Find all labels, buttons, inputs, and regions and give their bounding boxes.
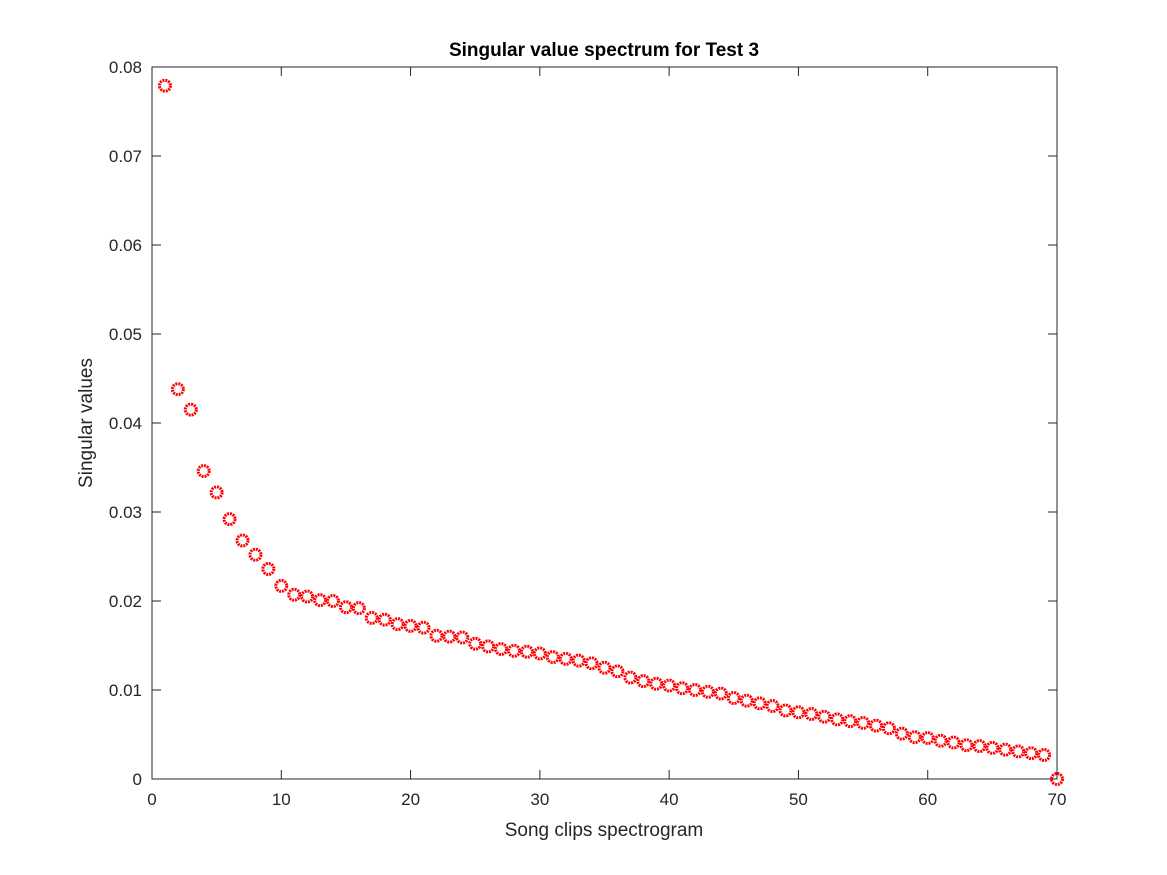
data-point: [713, 686, 728, 701]
data-point: [817, 709, 832, 724]
data-point: [442, 629, 457, 644]
data-point: [907, 730, 922, 745]
data-point: [843, 714, 858, 729]
data-point: [429, 628, 444, 643]
data-point: [351, 601, 366, 616]
data-point: [1037, 747, 1052, 762]
data-point: [170, 382, 185, 397]
data-point: [287, 587, 302, 602]
x-tick-label: 60: [918, 790, 937, 809]
data-point: [675, 681, 690, 696]
x-tick-label: 30: [530, 790, 549, 809]
data-point: [455, 630, 470, 645]
data-point: [739, 693, 754, 708]
data-point: [881, 721, 896, 736]
y-axis-label: Singular values: [76, 358, 97, 488]
data-point: [571, 653, 586, 668]
x-tick-label: 50: [789, 790, 808, 809]
data-point: [688, 683, 702, 697]
chart-title: Singular value spectrum for Test 3: [449, 40, 759, 61]
data-point: [869, 718, 883, 733]
data-point: [791, 705, 806, 720]
data-point: [584, 656, 599, 671]
y-tick-label: 0.08: [109, 58, 142, 77]
data-point: [416, 620, 431, 635]
data-point: [920, 731, 935, 746]
data-point: [998, 742, 1013, 757]
data-point: [248, 547, 263, 562]
data-point: [597, 660, 612, 675]
data-point: [933, 733, 948, 748]
x-tick-label: 70: [1048, 790, 1067, 809]
data-point: [196, 464, 211, 479]
data-point: [157, 78, 172, 93]
data-point: [364, 610, 379, 625]
data-point: [468, 636, 483, 651]
data-point: [209, 485, 224, 500]
y-tick-label: 0: [133, 770, 142, 789]
data-point: [649, 676, 664, 691]
data-point: [985, 740, 1000, 755]
data-point: [972, 739, 987, 754]
data-point: [662, 678, 677, 693]
data-point: [494, 642, 509, 657]
y-tick-label: 0.06: [109, 236, 142, 255]
y-tick-label: 0.01: [109, 681, 142, 700]
data-point: [804, 707, 819, 722]
data-points: [157, 78, 1064, 786]
data-point: [300, 589, 315, 604]
data-point: [610, 664, 625, 679]
data-point: [636, 674, 651, 689]
data-point: [1024, 746, 1039, 761]
data-point: [778, 703, 793, 718]
data-point: [959, 738, 974, 753]
data-point: [338, 600, 353, 615]
tick-marks: [151, 66, 1058, 780]
data-point: [222, 512, 237, 527]
data-point: [1011, 744, 1026, 759]
data-point: [326, 594, 340, 608]
data-point: [946, 735, 961, 750]
data-point: [830, 712, 845, 727]
data-point: [1050, 772, 1064, 786]
data-point: [765, 699, 780, 714]
x-tick-label: 10: [272, 790, 291, 809]
y-tick-label: 0.07: [109, 147, 142, 166]
tick-labels: 0 10 20 30 40 50 60 70 0 0.01 0.02 0.03 0.04 0.05 0.06…: [109, 58, 1067, 809]
data-point: [558, 651, 573, 666]
data-point: [519, 644, 534, 659]
data-point: [507, 643, 521, 658]
y-tick-label: 0.05: [109, 325, 142, 344]
data-point: [183, 402, 198, 417]
data-point: [726, 691, 741, 706]
data-point: [235, 533, 250, 548]
data-point: [313, 593, 328, 608]
data-point: [390, 617, 405, 632]
axes-box: [151, 66, 1058, 780]
data-point: [700, 684, 715, 699]
data-point: [752, 696, 767, 711]
data-point: [532, 646, 547, 661]
data-point: [894, 726, 909, 741]
data-point: [377, 612, 392, 627]
data-point: [274, 578, 289, 593]
data-point: [856, 715, 871, 730]
data-point: [403, 618, 418, 633]
x-tick-label: 20: [401, 790, 420, 809]
y-tick-label: 0.02: [109, 592, 142, 611]
x-axis-label: Song clips spectrogram: [505, 820, 704, 841]
data-point: [261, 561, 276, 576]
x-tick-label: 40: [660, 790, 679, 809]
data-point: [481, 639, 496, 654]
y-tick-label: 0.04: [109, 414, 142, 433]
x-tick-label: 0: [147, 790, 156, 809]
data-point: [545, 650, 560, 665]
data-point: [623, 670, 638, 685]
y-tick-label: 0.03: [109, 503, 142, 522]
